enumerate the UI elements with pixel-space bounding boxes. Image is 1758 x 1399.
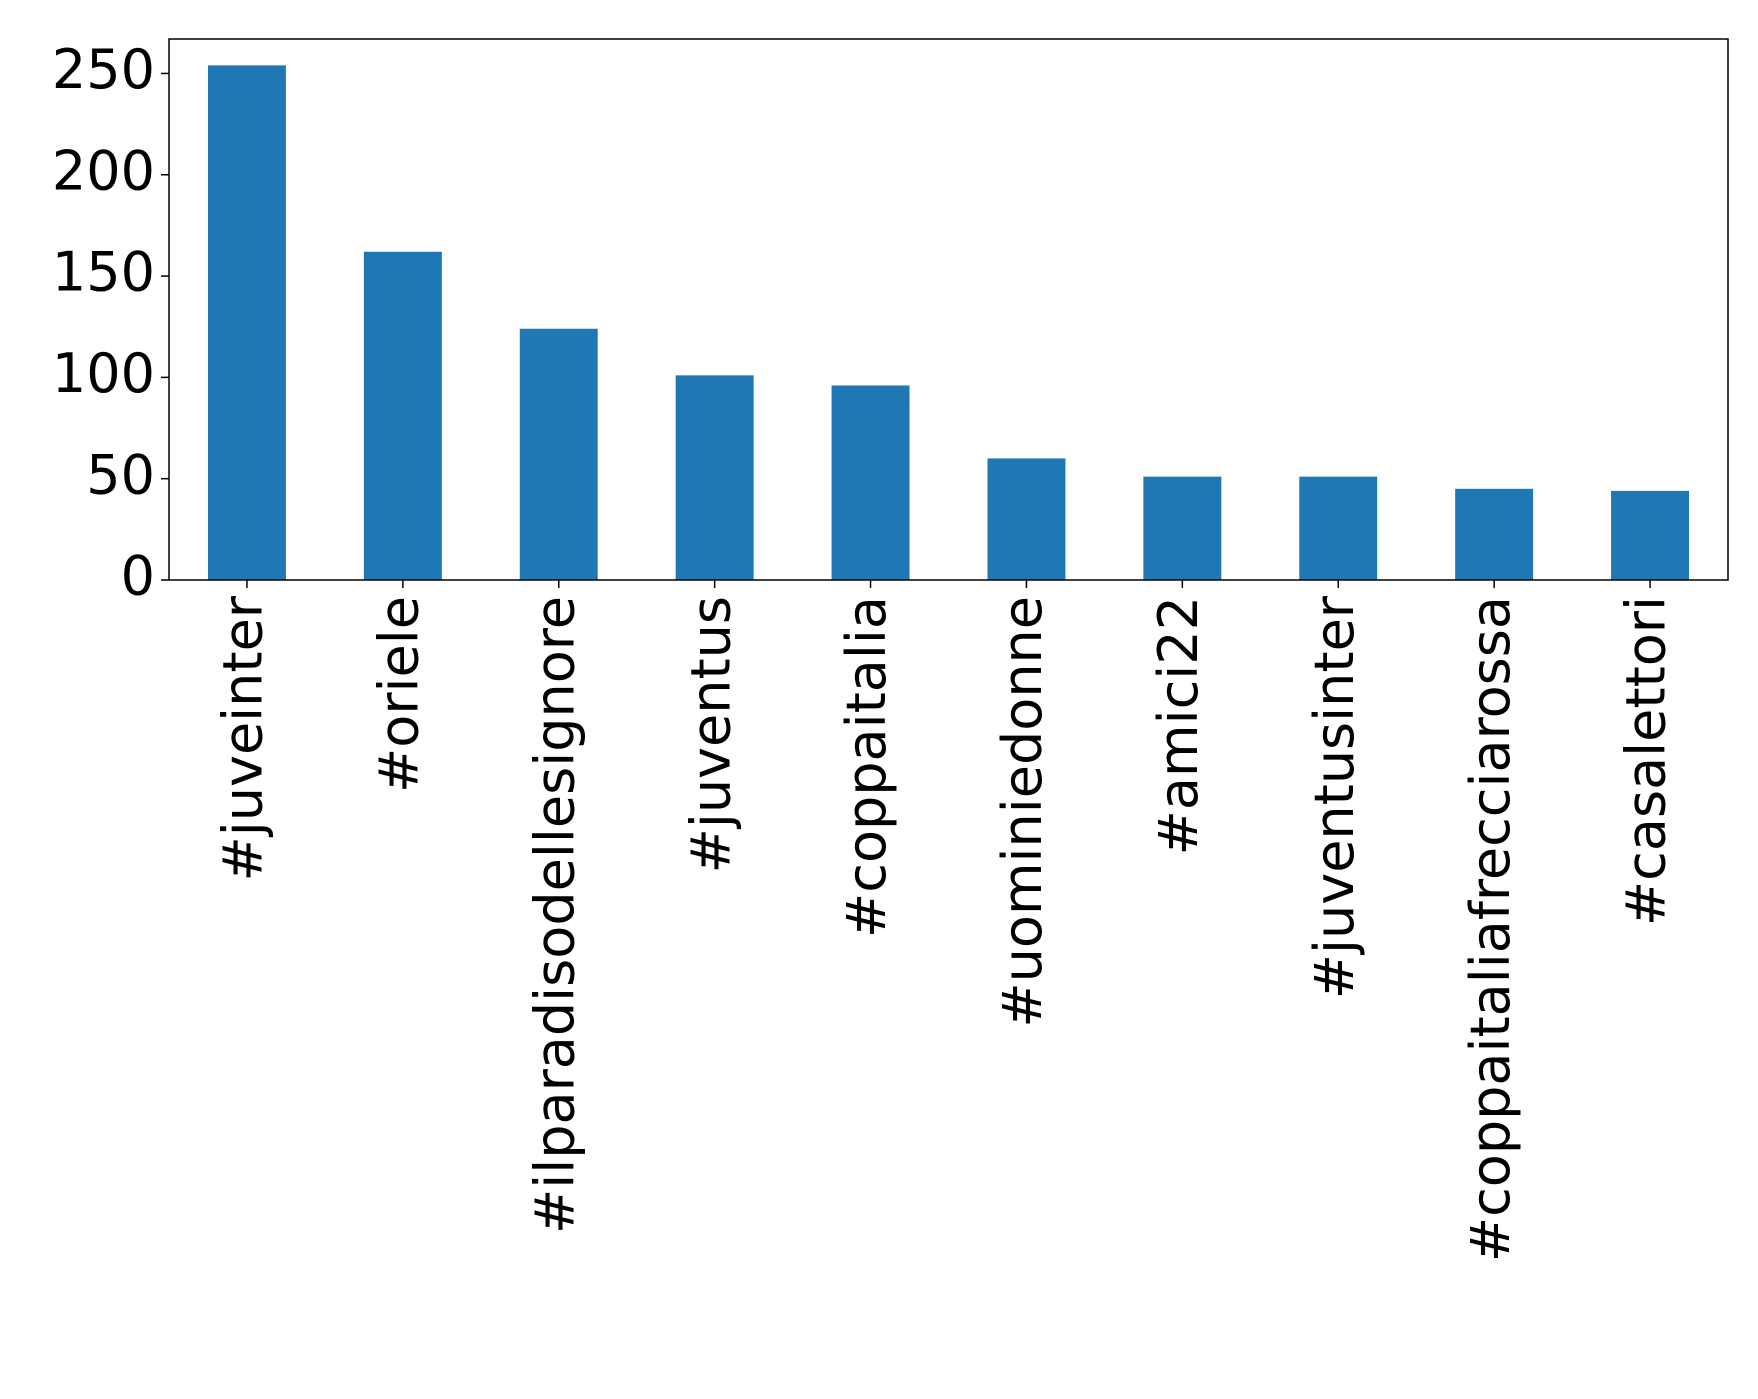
- bar: [1611, 490, 1690, 580]
- y-tick-label: 0: [121, 545, 155, 608]
- x-tick-label: #coppaitaliafrecciarossa: [1459, 596, 1522, 1262]
- x-tick-label: #ilparadisodellesignore: [523, 596, 586, 1234]
- y-tick-label: 100: [52, 342, 155, 405]
- bar: [363, 251, 442, 580]
- x-tick-label: #coppaitalia: [835, 596, 898, 938]
- plot-frame: [168, 38, 1729, 581]
- x-tick-label: #casalettori: [1615, 596, 1678, 926]
- x-tick-label: #juveinter: [212, 595, 275, 881]
- x-tick-label: #juventusinter: [1303, 595, 1366, 999]
- bar: [831, 385, 910, 580]
- x-tick-label: #juventus: [679, 596, 742, 873]
- bar: [1455, 488, 1534, 580]
- bar: [675, 375, 754, 580]
- bar: [1299, 476, 1378, 580]
- bar: [519, 328, 598, 580]
- x-tick-label: #oriele: [367, 596, 430, 793]
- y-tick-label: 150: [52, 241, 155, 304]
- y-tick-label: 250: [52, 38, 155, 101]
- y-tick-label: 50: [86, 443, 155, 506]
- y-tick-label: 200: [52, 139, 155, 202]
- x-tick-label: #uominiedonne: [991, 596, 1054, 1028]
- bar: [1143, 476, 1222, 580]
- x-tick-label: #amici22: [1147, 596, 1210, 855]
- bar: [987, 458, 1066, 580]
- bar: [207, 65, 286, 580]
